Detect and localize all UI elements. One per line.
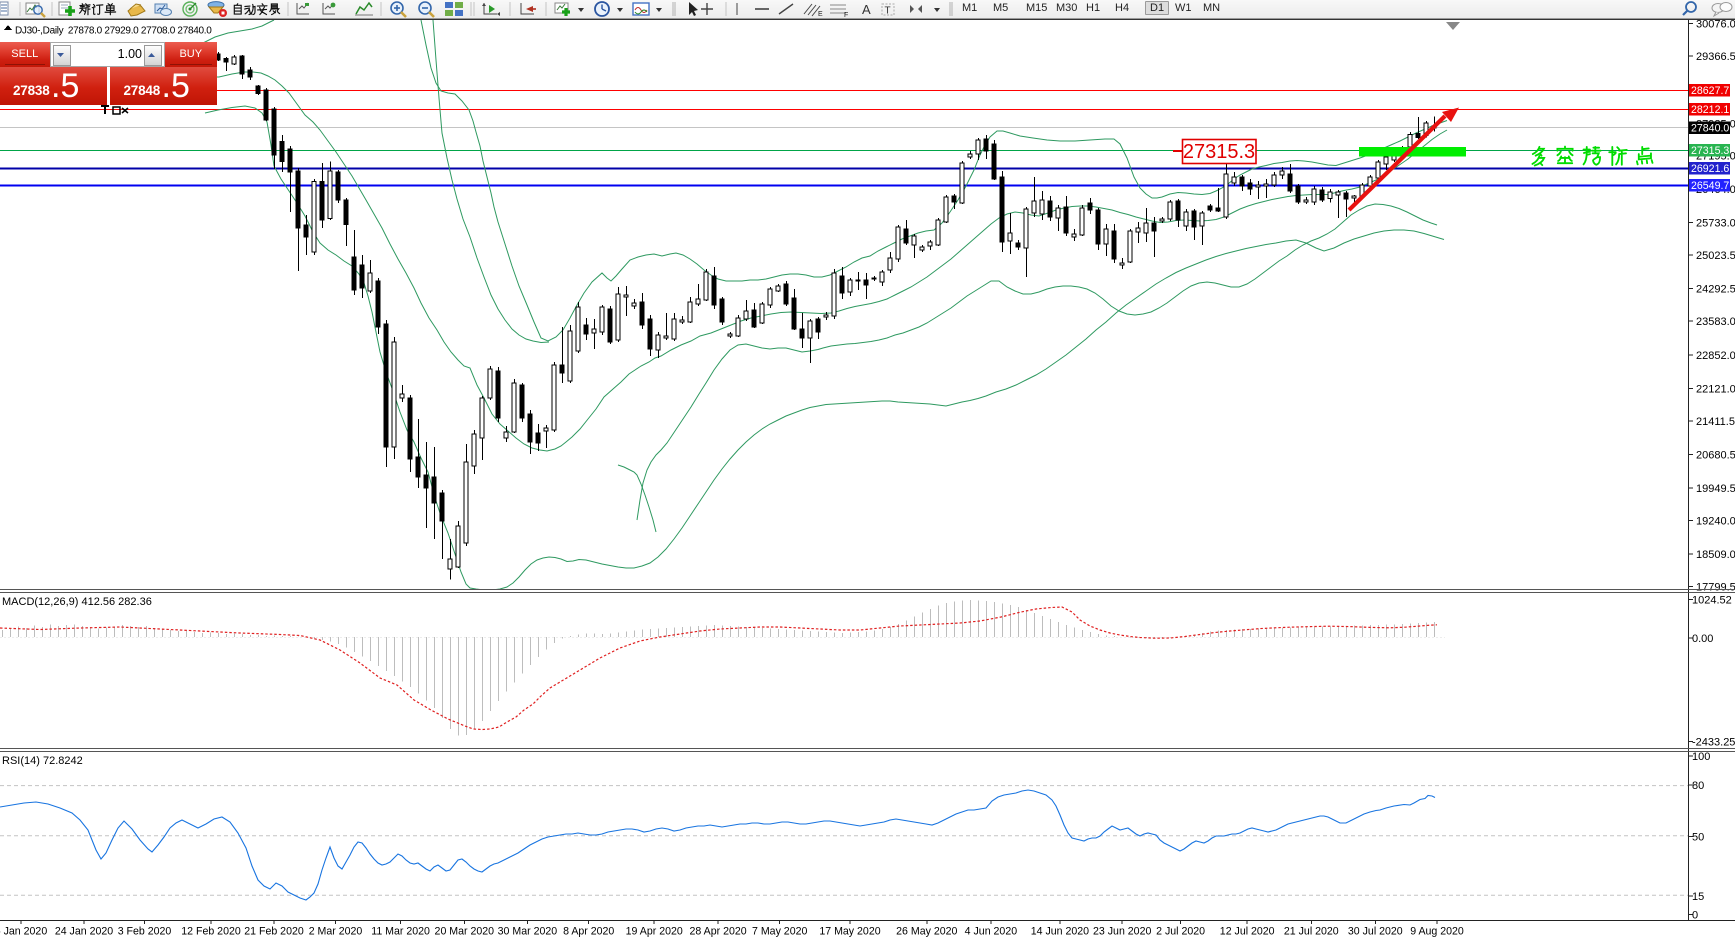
- svg-text:50: 50: [1692, 832, 1704, 844]
- svg-text:17 May 2020: 17 May 2020: [819, 926, 880, 938]
- svg-text:4 Jun 2020: 4 Jun 2020: [965, 926, 1018, 938]
- svg-text:20680.5: 20680.5: [1696, 449, 1735, 461]
- svg-text:5 Jan 2020: 5 Jan 2020: [0, 926, 47, 938]
- svg-text:30 Mar 2020: 30 Mar 2020: [498, 926, 558, 938]
- svg-text:28212.1: 28212.1: [1691, 104, 1729, 116]
- svg-text:27315.3: 27315.3: [1183, 141, 1255, 163]
- svg-text:100: 100: [1692, 751, 1710, 763]
- svg-text:19240.0: 19240.0: [1696, 516, 1735, 528]
- svg-text:MACD(12,26,9) 412.56 282.36: MACD(12,26,9) 412.56 282.36: [2, 596, 152, 608]
- svg-text:19949.5: 19949.5: [1696, 483, 1735, 495]
- svg-text:24292.5: 24292.5: [1696, 284, 1735, 296]
- svg-text:30076.0: 30076.0: [1696, 18, 1735, 30]
- svg-text:19 Apr 2020: 19 Apr 2020: [626, 926, 683, 938]
- svg-text:-2433.25: -2433.25: [1692, 737, 1735, 749]
- svg-text:20 Mar 2020: 20 Mar 2020: [435, 926, 495, 938]
- svg-text:26549.7: 26549.7: [1691, 180, 1729, 192]
- svg-text:29366.5: 29366.5: [1696, 51, 1735, 63]
- svg-text:9 Aug 2020: 9 Aug 2020: [1410, 926, 1464, 938]
- svg-text:12 Jul 2020: 12 Jul 2020: [1220, 926, 1275, 938]
- svg-text:0.00: 0.00: [1692, 633, 1713, 645]
- svg-text:26 May 2020: 26 May 2020: [896, 926, 957, 938]
- svg-text:27315.3: 27315.3: [1691, 145, 1729, 157]
- svg-text:T: T: [885, 6, 891, 17]
- svg-text:22121.0: 22121.0: [1696, 383, 1735, 395]
- svg-text:28 Apr 2020: 28 Apr 2020: [690, 926, 747, 938]
- svg-text:11 Mar 2020: 11 Mar 2020: [371, 926, 430, 938]
- svg-text:0: 0: [1692, 910, 1698, 922]
- svg-text:1024.52: 1024.52: [1692, 594, 1732, 606]
- svg-text:23583.0: 23583.0: [1696, 316, 1735, 328]
- svg-text:25023.5: 25023.5: [1696, 250, 1735, 262]
- svg-text:2 Jul 2020: 2 Jul 2020: [1156, 926, 1205, 938]
- svg-text:22852.0: 22852.0: [1696, 350, 1735, 362]
- svg-text:8 Apr 2020: 8 Apr 2020: [563, 926, 614, 938]
- svg-text:A: A: [862, 2, 871, 17]
- svg-text:24 Jan 2020: 24 Jan 2020: [55, 926, 113, 938]
- svg-text:25733.0: 25733.0: [1696, 218, 1735, 230]
- svg-text:3 Feb 2020: 3 Feb 2020: [118, 926, 172, 938]
- svg-text:F: F: [844, 12, 848, 18]
- svg-text:RSI(14) 72.8242: RSI(14) 72.8242: [2, 755, 83, 767]
- svg-text:7 May 2020: 7 May 2020: [752, 926, 807, 938]
- svg-text:21411.5: 21411.5: [1696, 416, 1735, 428]
- svg-text:21 Jul 2020: 21 Jul 2020: [1284, 926, 1339, 938]
- svg-text:15: 15: [1692, 891, 1704, 903]
- svg-text:DJ30-,Daily 27878.0 27929.0 2: DJ30-,Daily 27878.0 27929.0 27708.0 2784…: [15, 26, 212, 37]
- svg-text:2 Mar 2020: 2 Mar 2020: [309, 926, 363, 938]
- svg-text:30 Jul 2020: 30 Jul 2020: [1348, 926, 1403, 938]
- svg-text:80: 80: [1692, 780, 1704, 792]
- svg-text:21 Feb 2020: 21 Feb 2020: [244, 926, 304, 938]
- svg-text:23 Jun 2020: 23 Jun 2020: [1093, 926, 1151, 938]
- svg-text:26921.6: 26921.6: [1691, 163, 1729, 175]
- svg-text:17799.5: 17799.5: [1696, 582, 1735, 594]
- svg-text:14 Jun 2020: 14 Jun 2020: [1031, 926, 1089, 938]
- svg-text:27840.0: 27840.0: [1691, 123, 1729, 135]
- svg-text:E: E: [818, 11, 823, 18]
- svg-text:28627.7: 28627.7: [1691, 85, 1729, 97]
- svg-text:18509.0: 18509.0: [1696, 549, 1735, 561]
- svg-text:12 Feb 2020: 12 Feb 2020: [181, 926, 241, 938]
